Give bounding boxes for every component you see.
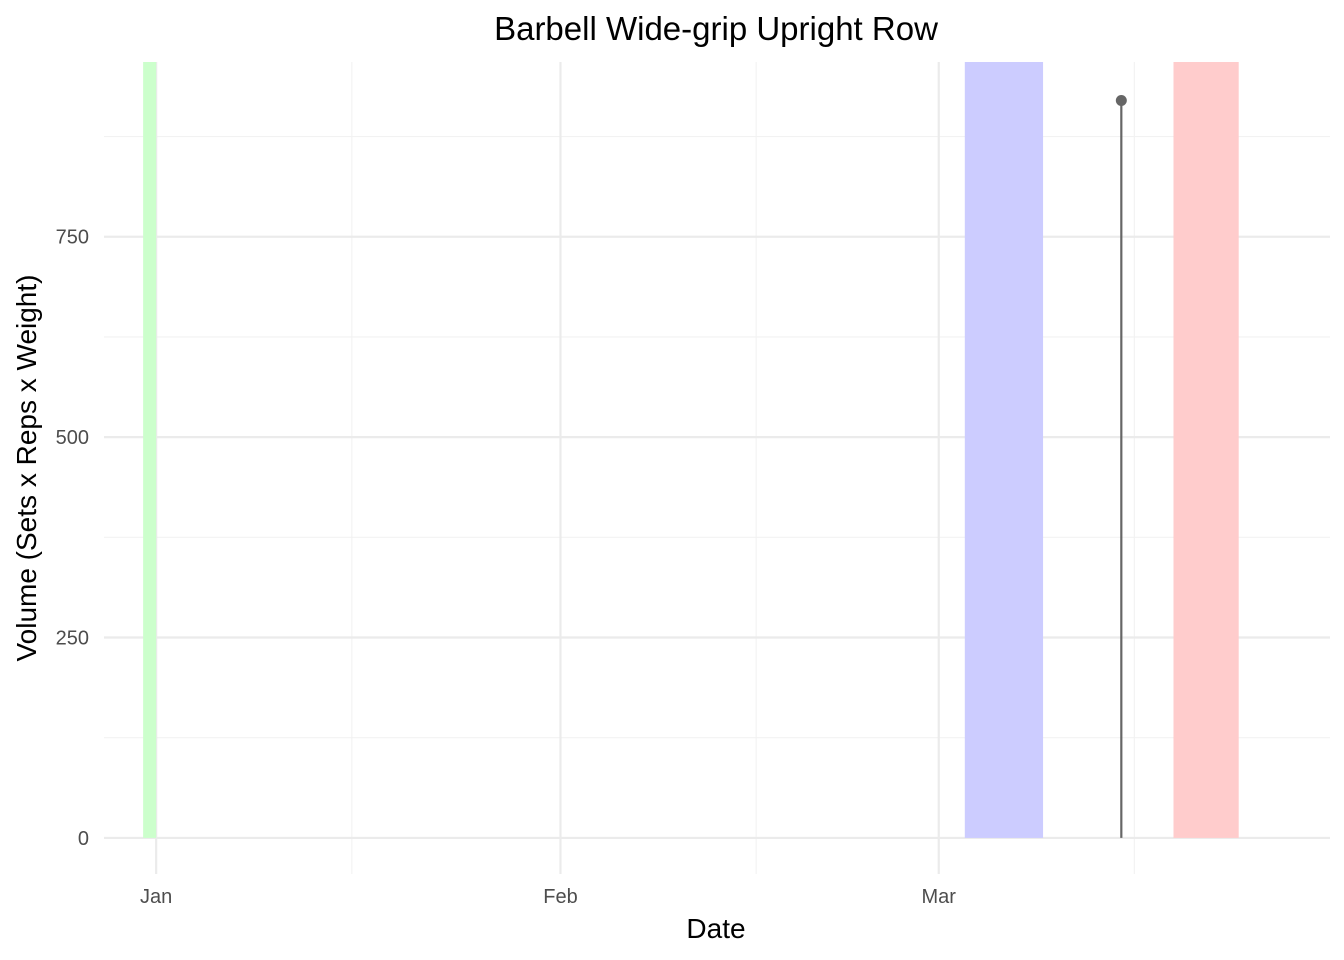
y-tick-label: 500	[56, 427, 89, 449]
x-tick-label: Jan	[140, 886, 172, 908]
data-point	[1115, 94, 1127, 106]
chart-title: Barbell Wide-grip Upright Row	[494, 10, 938, 47]
y-tick-label: 250	[56, 628, 89, 650]
y-tick-label: 750	[56, 227, 89, 249]
x-axis-title: Date	[686, 913, 745, 944]
x-tick-label: Mar	[921, 886, 956, 908]
x-tick-label: Feb	[543, 886, 577, 908]
y-axis-title: Volume (Sets x Reps x Weight)	[11, 275, 42, 662]
shaded-period	[143, 62, 157, 838]
grid-minor	[104, 62, 1330, 874]
shaded-period	[1173, 62, 1239, 838]
plot-shaded-periods	[143, 62, 1239, 838]
y-axis-tick-labels: 0 250 500 750	[56, 227, 89, 850]
shaded-period	[964, 62, 1044, 838]
grid-major	[104, 62, 1330, 874]
y-tick-label: 0	[78, 828, 89, 850]
x-axis-tick-labels: Jan Feb Mar	[140, 886, 956, 908]
data-series	[1115, 94, 1127, 838]
